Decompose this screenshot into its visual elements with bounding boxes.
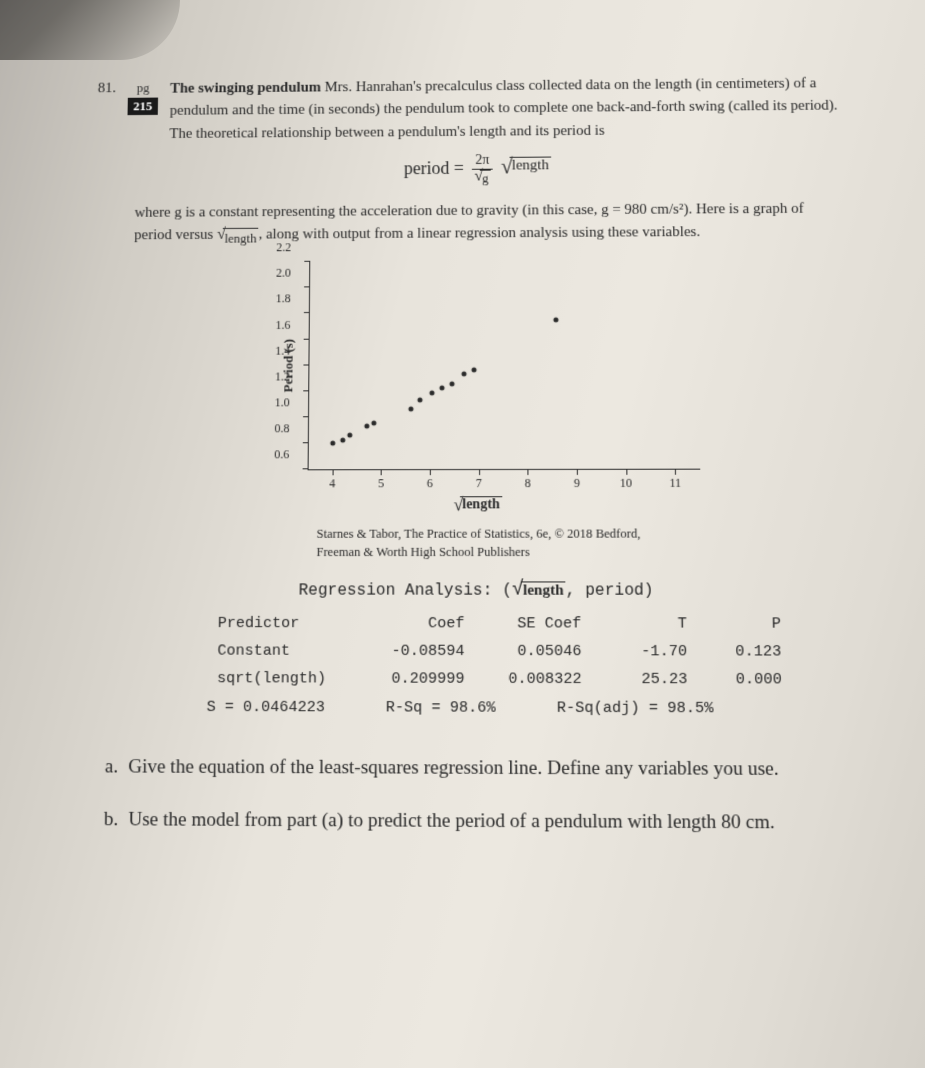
question-a-label: a. [105,753,119,782]
hdr-secoef: SE Coef [475,610,592,638]
data-point [471,367,476,372]
data-point [430,391,435,396]
cell: 0.123 [697,638,792,666]
data-point [418,397,423,402]
data-point [372,421,377,426]
y-tick-label: 2.2 [276,240,291,255]
desc2-sqrt: √length [217,228,259,249]
eq-sqrt-length: √length [501,156,551,176]
regression-title: Regression Analysis: (√length, period) [298,582,790,601]
cell: 0.000 [698,666,793,694]
chart-credit: Starnes & Tabor, The Practice of Statist… [316,526,700,562]
x-tick-label: 4 [329,476,335,491]
x-tick-label: 8 [525,476,531,491]
regression-table: Predictor Coef SE Coef T P Constant -0.0… [207,610,793,694]
y-tick-label: 1.6 [275,317,290,332]
reg-title-sqrt: √length [512,582,566,600]
summary-rsqadj: R-Sq(adj) = 98.5% [557,700,714,718]
table-header-row: Predictor Coef SE Coef T P [208,610,792,638]
cell: sqrt(length) [207,665,358,693]
hdr-predictor: Predictor [208,610,359,638]
hdr-p: P [697,610,792,638]
cell: -1.70 [592,638,698,666]
data-point [364,424,369,429]
eq-lhs: period [404,158,449,178]
data-point [347,433,352,438]
question-a: a. Give the equation of the least-square… [105,753,846,785]
y-tick-label: 1.0 [275,395,290,410]
problem-number: 81. [98,81,117,97]
question-b-label: b. [104,805,119,835]
cell: 0.008322 [475,665,592,693]
question-b: b. Use the model from part (a) to predic… [104,805,847,838]
table-row: Constant -0.08594 0.05046 -1.70 0.123 [207,637,792,666]
question-b-text: Use the model from part (a) to predict t… [128,805,775,838]
problem-title: The swinging pendulum [170,80,321,97]
credit-line1: Starnes & Tabor, The Practice of Statist… [317,526,701,544]
eq-fraction: 2π √g [472,153,492,186]
page-ref: pg 215 [127,80,158,115]
regression-summary: S = 0.0464223 R-Sq = 98.6% R-Sq(adj) = 9… [207,699,793,718]
credit-line2: Freeman & Worth High School Publishers [316,543,700,561]
cell: 0.209999 [358,665,475,693]
data-point [462,371,467,376]
problem-description-2: where g is a constant representing the a… [134,198,825,250]
y-tick-label: 1.4 [275,343,290,358]
data-point [449,382,454,387]
data-point [440,386,445,391]
data-point [340,438,345,443]
table-row: sqrt(length) 0.209999 0.008322 25.23 0.0… [207,665,793,694]
y-tick-label: 0.6 [274,447,289,462]
x-tick-label: 10 [620,476,632,491]
problem-text: The swinging pendulum Mrs. Hanrahan's pr… [169,72,863,145]
cell: Constant [207,637,358,665]
regression-output: Regression Analysis: (√length, period) P… [207,581,793,717]
cell: 25.23 [592,666,698,694]
eq-equals: = [454,158,464,178]
hdr-t: T [591,610,697,638]
cell: -0.08594 [358,638,475,666]
chart-area: Period (s) 0.60.81.01.21.41.61.82.02.245… [307,260,700,471]
hdr-coef: Coef [358,610,474,638]
y-tick-label: 1.2 [275,369,290,384]
x-tick-label: 9 [574,476,580,491]
pg-number: 215 [127,98,158,116]
data-point [554,318,559,323]
pg-label: pg [137,80,150,95]
cell: 0.05046 [475,638,592,666]
period-equation: period = 2π √g √length [96,150,864,188]
problem-header: 81. pg 215 The swinging pendulum Mrs. Ha… [97,72,863,146]
scatter-chart: Period (s) 0.60.81.01.21.41.61.82.02.245… [256,260,701,561]
eq-denominator: √g [472,169,492,186]
page-content: 81. pg 215 The swinging pendulum Mrs. Ha… [0,4,925,904]
summary-s: S = 0.0464223 [207,699,325,717]
reg-title-suffix: , period) [566,582,654,600]
questions: a. Give the equation of the least-square… [104,753,847,838]
y-tick-label: 2.0 [276,266,291,281]
y-tick-label: 0.8 [274,421,289,436]
desc2-post: , along with output from a linear regres… [259,224,701,242]
x-tick-label: 6 [427,476,433,491]
x-tick-label: 7 [476,476,482,491]
question-a-text: Give the equation of the least-squares r… [128,753,779,785]
summary-rsq: R-Sq = 98.6% [386,699,496,717]
x-axis-label: √length [257,496,701,516]
x-tick-label: 11 [669,476,681,491]
y-tick-label: 1.8 [276,291,291,306]
data-point [408,407,413,412]
data-point [330,441,335,446]
x-tick-label: 5 [378,476,384,491]
reg-title-prefix: Regression Analysis: ( [298,582,511,600]
